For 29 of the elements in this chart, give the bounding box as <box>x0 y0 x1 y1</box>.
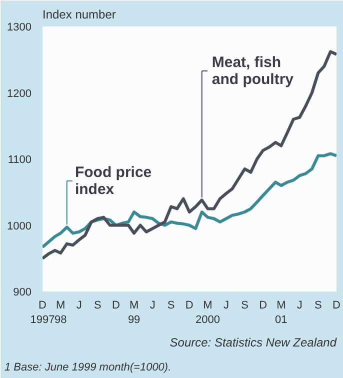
x-tick-label: M 99 <box>128 300 140 326</box>
x-tick-label: S <box>241 300 248 312</box>
y-tick-label: 1100 <box>8 154 32 166</box>
line-series <box>42 50 336 260</box>
y-tick-label: 1000 <box>7 220 32 232</box>
x-tick-label: D <box>259 300 268 312</box>
x-tick-label: S <box>94 300 102 312</box>
x-tick-label: J <box>223 300 229 312</box>
x-tick-label: M 98 <box>54 300 67 326</box>
x-tick-label: S <box>167 300 175 312</box>
x-tick-label: J <box>296 300 302 312</box>
y-tick-label: 1200 <box>7 88 32 100</box>
y-tick-label: 900 <box>13 286 32 298</box>
x-tick-label: D <box>332 300 341 312</box>
x-tick-label: J <box>76 300 82 312</box>
legend-label: Food price index <box>74 164 152 198</box>
x-tick-label: M 2000 <box>195 300 220 326</box>
x-tick-label: J <box>150 300 156 312</box>
legend-label: Meat, fish and poultry <box>212 54 294 88</box>
x-tick-label: S <box>314 300 322 312</box>
x-tick-label: M 01 <box>275 300 288 326</box>
y-tick-label: 1300 <box>7 22 32 34</box>
source-note: Source: Statistics New Zealand <box>170 336 337 350</box>
x-tick-label: D 1997 <box>30 300 55 326</box>
y-axis-title: Index number <box>42 8 116 22</box>
text: 1 Base: June 1999 month(=1000). <box>4 362 172 374</box>
x-tick-label: D <box>185 300 194 312</box>
x-tick-label: D <box>112 300 120 312</box>
line-series <box>42 152 336 249</box>
